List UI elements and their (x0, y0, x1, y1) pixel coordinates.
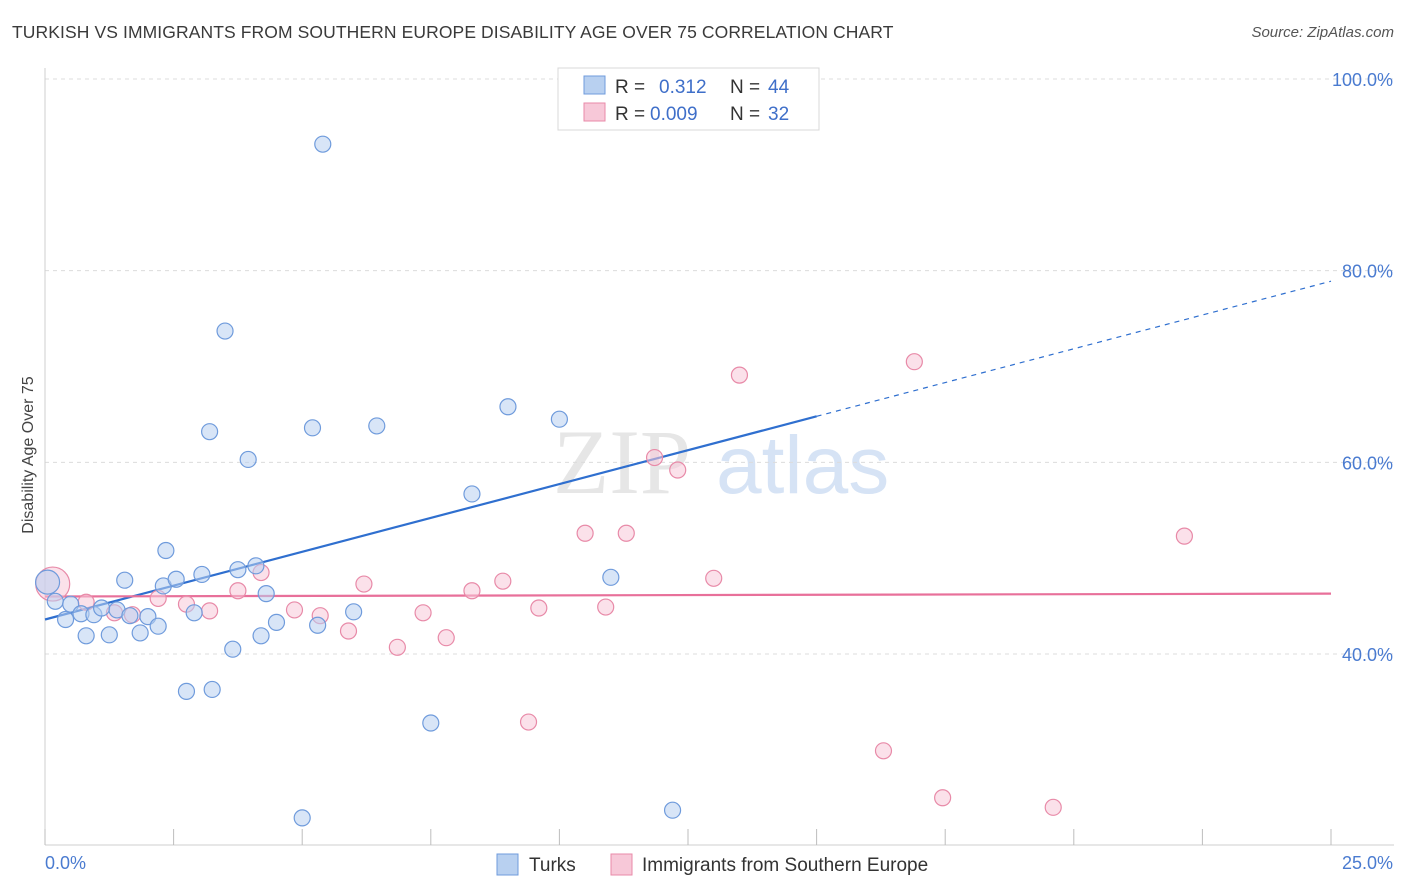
turks-point-41 (602, 568, 620, 586)
turks-point-36 (368, 417, 386, 435)
turks-point-2 (56, 610, 75, 629)
turks-point-18 (177, 682, 196, 700)
southern-europe-point-16 (463, 582, 481, 600)
southern-europe-point-28 (905, 353, 923, 371)
turks-point-23 (216, 322, 234, 340)
watermark-atlas: atlas (716, 420, 889, 511)
southern-europe-point-15 (437, 629, 455, 647)
turks-point-39 (499, 398, 517, 416)
x-tick-label-1: 25.0% (1342, 853, 1393, 873)
turks-point-11 (121, 607, 139, 625)
turks-point-25 (229, 561, 247, 579)
turks-point-38 (463, 485, 481, 503)
turks-point-22 (203, 680, 221, 699)
southern-europe-point-19 (530, 599, 548, 617)
legend-swatch-turks (583, 75, 606, 95)
bottom-legend: Turks Immigrants from Southern Europe (496, 853, 928, 876)
chart-title: TURKISH VS IMMIGRANTS FROM SOUTHERN EURO… (12, 22, 894, 42)
turks-point-8 (100, 626, 118, 644)
source-label: Source: ZipAtlas.com (1251, 24, 1394, 41)
southern-europe-point-20 (576, 524, 594, 542)
bottom-legend-swatch-turks (496, 853, 519, 876)
southern-europe-point-13 (388, 638, 406, 656)
turks-point-10 (116, 571, 134, 589)
y-tick-label-2: 80.0% (1342, 262, 1393, 282)
legend-n-label-2: N = (730, 104, 760, 125)
turks-point-20 (193, 565, 211, 584)
southern-europe-point-26 (730, 366, 749, 384)
turks-point-43 (663, 801, 682, 819)
turks-point-29 (257, 585, 275, 603)
legend-r-value-1: 0.312 (659, 77, 707, 98)
turks-point-1 (46, 592, 64, 610)
southern-europe-point-31 (1175, 527, 1193, 545)
legend-r-value-2: 0.009 (650, 104, 698, 125)
turks-point-17 (167, 570, 185, 588)
southern-europe-point-12 (355, 575, 373, 593)
turks-point-34 (314, 135, 332, 153)
southern-europe-point-22 (617, 524, 635, 542)
grid-lines (45, 78, 1394, 655)
southern-europe-point-18 (519, 713, 538, 731)
turks-point-5 (77, 627, 95, 645)
x-tick-label-0: 0.0% (45, 853, 86, 873)
southern-europe-point-23 (645, 448, 664, 467)
southern-europe-point-30 (1044, 798, 1062, 816)
y-tick-label-0: 40.0% (1342, 645, 1393, 665)
turks-point-24 (224, 640, 242, 658)
legend-swatch-southern-europe (583, 102, 606, 122)
turks-point-19 (185, 604, 203, 622)
southern-europe-point-27 (874, 742, 893, 760)
legend: R = 0.312 N = 44 R = 0.009 N = 32 (557, 67, 820, 131)
y-axis-label: Disability Age Over 75 (20, 376, 37, 534)
legend-r-label-1: R = (615, 77, 645, 98)
legend-n-value-2: 32 (768, 104, 789, 125)
turks-point-26 (239, 450, 257, 469)
southern-europe-point-21 (597, 598, 615, 616)
turks-point-15 (157, 541, 175, 560)
turks-point-27 (247, 557, 265, 575)
turks-point-28 (252, 627, 270, 645)
turks-point-35 (345, 603, 363, 621)
turks-point-14 (149, 617, 167, 635)
southern-europe-point-24 (669, 461, 687, 479)
turks-point-12 (131, 624, 149, 642)
trend-line-turks-projection (816, 280, 1332, 417)
turks-point-32 (303, 419, 322, 437)
southern-europe-point-7 (229, 582, 247, 600)
bottom-legend-swatch-southern-europe (610, 853, 633, 876)
legend-n-label-1: N = (730, 77, 760, 98)
southern-europe-point-25 (705, 569, 723, 587)
bottom-legend-turks: Turks (529, 855, 576, 876)
legend-r-label-2: R = (615, 104, 645, 125)
bottom-legend-southern-europe: Immigrants from Southern Europe (642, 855, 928, 876)
axes (44, 68, 1394, 846)
turks-point-33 (309, 616, 327, 634)
legend-n-value-1: 44 (768, 77, 790, 98)
turks-point-31 (293, 809, 311, 827)
turks-point-0 (34, 569, 61, 595)
y-tick-label-1: 60.0% (1342, 453, 1393, 473)
southern-europe-point-29 (934, 789, 952, 807)
southern-europe-point-17 (494, 572, 512, 590)
southern-europe-point-9 (285, 601, 304, 619)
turks-point-30 (267, 613, 286, 631)
turks-point-40 (550, 410, 569, 428)
y-tick-label-3: 100.0% (1332, 70, 1393, 90)
turks-point-21 (201, 423, 219, 441)
turks-point-7 (92, 599, 111, 617)
data-points (34, 70, 1193, 827)
southern-europe-point-14 (414, 604, 432, 622)
turks-point-37 (422, 714, 440, 732)
southern-europe-point-11 (339, 622, 358, 640)
southern-europe-point-6 (201, 602, 219, 620)
tick-labels: 40.0% 60.0% 80.0% 100.0% 0.0% 25.0% (45, 70, 1393, 873)
